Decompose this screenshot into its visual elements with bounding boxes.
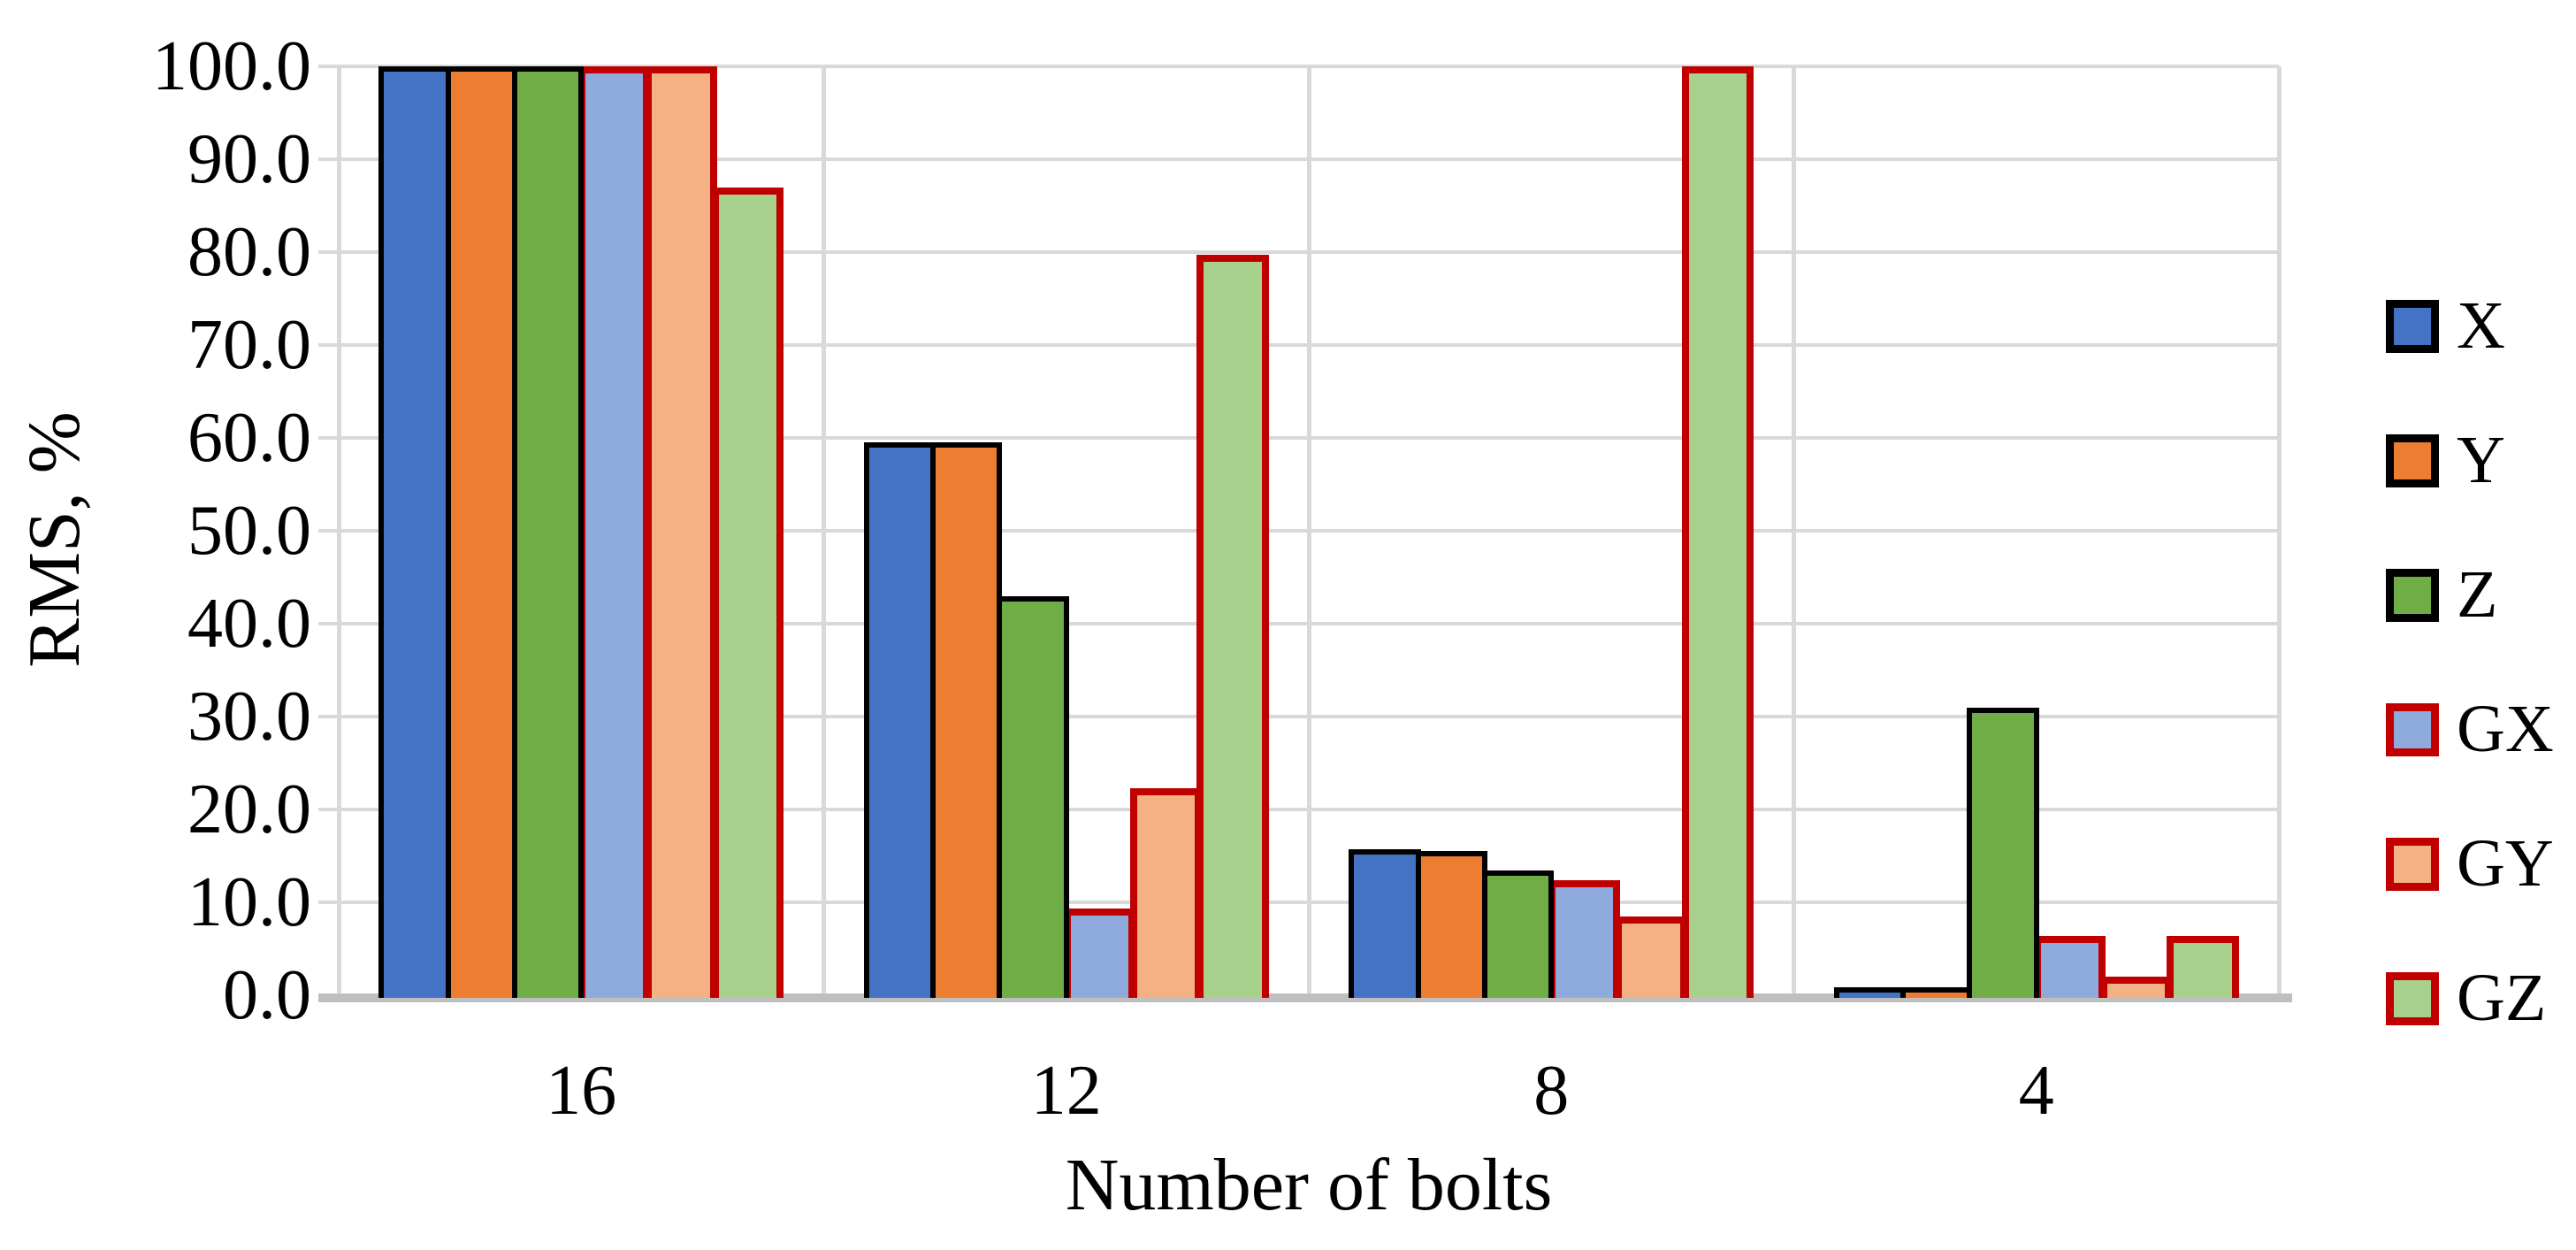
- legend-swatch-Y: [2386, 434, 2439, 487]
- y-tick-label: 60.0: [187, 399, 311, 477]
- legend-item-GX: GX: [2386, 694, 2572, 764]
- bar-Z-bolts-4: [1967, 707, 2039, 998]
- legend-item-Y: Y: [2386, 425, 2572, 495]
- y-axis-tick: [318, 436, 339, 440]
- y-axis-tick: [318, 343, 339, 347]
- plot-right-border: [2276, 66, 2282, 998]
- bar-GZ-bolts-12: [1196, 255, 1269, 998]
- bar-X-bolts-16: [378, 66, 451, 998]
- legend-swatch-X: [2386, 300, 2439, 353]
- bar-GZ-bolts-8: [1681, 66, 1754, 998]
- bar-Z-bolts-12: [997, 595, 1069, 998]
- y-tick-label: 0.0: [223, 956, 311, 1034]
- y-tick-label: 100.0: [152, 27, 311, 105]
- y-tick-label: 30.0: [187, 678, 311, 755]
- bar-X-bolts-8: [1349, 849, 1421, 998]
- bar-GX-bolts-4: [2033, 935, 2106, 998]
- bar-Y-bolts-8: [1415, 851, 1487, 998]
- bar-Z-bolts-8: [1481, 870, 1555, 998]
- y-tick-label: 80.0: [187, 213, 311, 291]
- bar-GZ-bolts-16: [711, 187, 784, 998]
- x-category-label: 12: [1030, 1052, 1102, 1130]
- category-separator-gridline: [1306, 66, 1311, 998]
- legend-item-GY: GY: [2386, 828, 2572, 899]
- bar-GY-bolts-8: [1615, 916, 1687, 998]
- bar-GX-bolts-12: [1063, 909, 1135, 998]
- y-axis-tick: [318, 529, 339, 533]
- y-tick-label: 40.0: [187, 585, 311, 663]
- legend-label: GY: [2457, 826, 2554, 901]
- y-axis-tick: [318, 715, 339, 718]
- x-axis-line: [318, 993, 2292, 1002]
- legend-label: GX: [2457, 692, 2554, 766]
- y-axis-tick: [318, 808, 339, 811]
- y-tick-label: 50.0: [187, 492, 311, 570]
- bar-GY-bolts-16: [645, 66, 717, 998]
- y-tick-label: 90.0: [187, 120, 311, 198]
- bar-Z-bolts-16: [511, 66, 585, 998]
- bar-GZ-bolts-4: [2167, 935, 2239, 998]
- bar-GY-bolts-4: [2099, 977, 2173, 998]
- legend-label: Z: [2457, 557, 2498, 632]
- bar-X-bolts-12: [863, 442, 936, 998]
- legend-item-X: X: [2386, 290, 2572, 361]
- x-category-label: 4: [2018, 1052, 2054, 1130]
- y-tick-label: 20.0: [187, 771, 311, 848]
- bar-GY-bolts-12: [1129, 787, 1203, 998]
- x-category-label: 16: [546, 1052, 617, 1130]
- legend-item-GZ: GZ: [2386, 962, 2572, 1033]
- legend-swatch-GZ: [2386, 972, 2439, 1025]
- x-axis-title: Number of bolts: [1065, 1144, 1553, 1226]
- legend-label: GZ: [2457, 961, 2547, 1035]
- bar-X-bolts-4: [1833, 986, 1907, 998]
- y-tick-label: 10.0: [187, 863, 311, 941]
- y-tick-label: 70.0: [187, 306, 311, 384]
- y-axis-tick: [318, 157, 339, 161]
- y-axis-tick: [318, 65, 339, 68]
- legend-swatch-Z: [2386, 569, 2439, 622]
- y-axis-line: [336, 66, 341, 998]
- bar-Y-bolts-12: [930, 442, 1003, 998]
- y-axis-tick: [318, 622, 339, 625]
- category-separator-gridline: [1792, 66, 1796, 998]
- x-category-label: 8: [1533, 1052, 1570, 1130]
- legend-label: X: [2457, 288, 2505, 363]
- category-separator-gridline: [822, 66, 826, 998]
- y-axis-tick: [318, 901, 339, 904]
- y-axis-tick: [318, 250, 339, 254]
- legend-label: Y: [2457, 423, 2505, 497]
- legend-swatch-GY: [2386, 838, 2439, 891]
- bar-Y-bolts-16: [445, 66, 517, 998]
- legend-swatch-GX: [2386, 703, 2439, 756]
- bar-GX-bolts-16: [578, 66, 651, 998]
- bar-Y-bolts-4: [1900, 986, 1973, 998]
- legend-item-Z: Z: [2386, 559, 2572, 630]
- bar-GX-bolts-8: [1548, 879, 1621, 998]
